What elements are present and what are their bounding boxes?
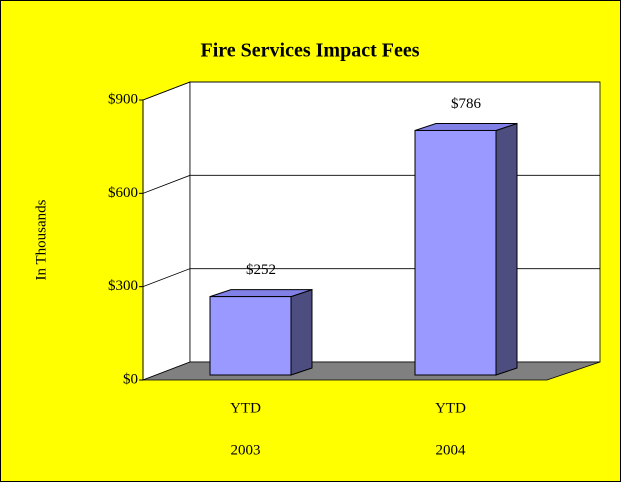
bar-side	[290, 288, 313, 376]
bar	[414, 129, 497, 376]
y-tick-label: $300	[108, 278, 138, 294]
value-label: $786	[451, 96, 482, 112]
chart-title: Fire Services Impact Fees	[201, 40, 420, 62]
grid-line	[142, 81, 600, 101]
y-tick-label: $900	[108, 91, 138, 107]
y-tick-label: $0	[123, 371, 138, 387]
side-wall	[142, 81, 191, 381]
bar-side	[495, 122, 518, 376]
x-tick-label: 2004	[436, 442, 467, 458]
y-tick-label: $600	[108, 185, 138, 201]
x-tick-label: YTD	[435, 400, 466, 416]
bar	[209, 296, 292, 376]
value-label: $252	[246, 262, 276, 278]
x-tick-label: YTD	[230, 400, 261, 416]
y-axis-label: In Thousands	[33, 199, 49, 280]
x-tick-label: 2003	[231, 442, 261, 458]
